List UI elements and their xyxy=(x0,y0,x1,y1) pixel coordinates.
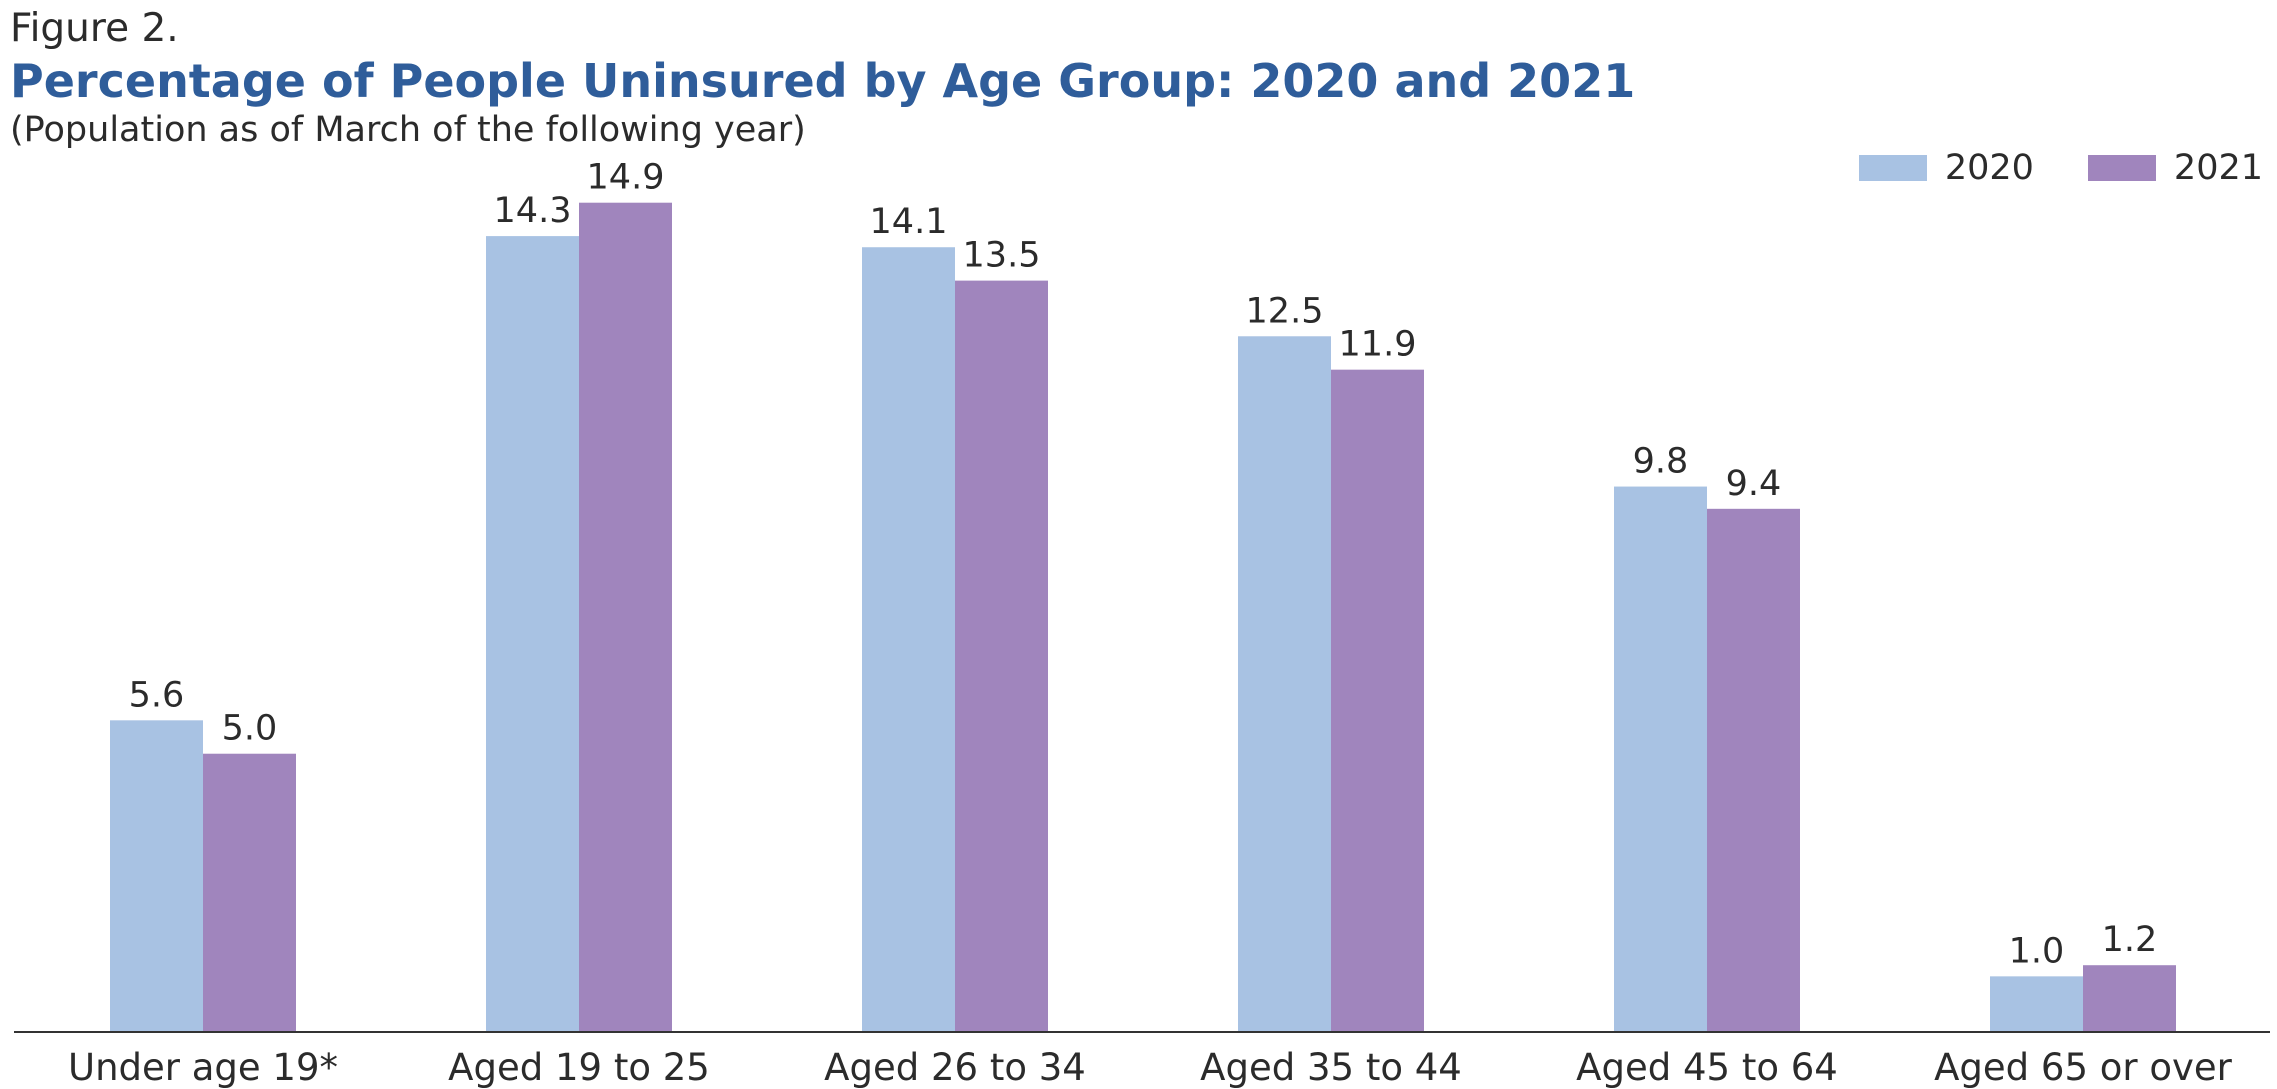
data-label-2021-5: 1.2 xyxy=(2102,920,2158,960)
data-label-2020-3: 12.5 xyxy=(1246,291,1324,331)
data-label-2020-2: 14.1 xyxy=(870,202,948,242)
data-label-2021-0: 5.0 xyxy=(222,709,278,749)
category-label-4: Aged 45 to 64 xyxy=(1576,1046,1838,1089)
chart-title: Percentage of People Uninsured by Age Gr… xyxy=(10,54,1636,108)
data-label-2020-1: 14.3 xyxy=(494,191,572,231)
category-label-5: Aged 65 or over xyxy=(1934,1046,2233,1089)
bar-2021-5 xyxy=(2083,965,2176,1032)
data-label-2021-4: 9.4 xyxy=(1726,464,1782,504)
data-label-2021-2: 13.5 xyxy=(963,236,1041,276)
chart-subtitle: (Population as of March of the following… xyxy=(10,110,806,150)
data-label-2020-4: 9.8 xyxy=(1633,442,1689,482)
legend-swatch-2020 xyxy=(1858,155,1927,181)
data-label-2021-1: 14.9 xyxy=(587,158,665,198)
bar-2021-3 xyxy=(1331,369,1424,1033)
bar-2020-0 xyxy=(110,720,203,1032)
legend-label-2020: 2020 xyxy=(1944,148,2034,188)
category-label-2: Aged 26 to 34 xyxy=(824,1046,1086,1089)
data-label-2021-3: 11.9 xyxy=(1339,325,1417,365)
data-label-2020-5: 1.0 xyxy=(2009,931,2065,971)
data-label-2020-0: 5.6 xyxy=(129,675,185,715)
bar-2021-1 xyxy=(579,202,672,1032)
bar-2020-3 xyxy=(1238,336,1331,1032)
category-label-0: Under age 19* xyxy=(68,1046,338,1089)
bar-2021-4 xyxy=(1707,508,1800,1032)
bar-2021-2 xyxy=(955,280,1048,1032)
legend-item-2021: 2021 xyxy=(2087,148,2263,188)
bar-2021-0 xyxy=(203,753,296,1032)
category-label-3: Aged 35 to 44 xyxy=(1200,1046,1462,1089)
chart-legend: 2020 2021 xyxy=(1805,148,2263,188)
figure-label: Figure 2. xyxy=(10,6,179,51)
bar-2020-4 xyxy=(1614,486,1707,1033)
bar-2020-5 xyxy=(1990,976,2083,1032)
bar-2020-1 xyxy=(486,236,579,1032)
bar-2020-2 xyxy=(862,247,955,1032)
legend-label-2021: 2021 xyxy=(2173,148,2263,188)
legend-item-2020: 2020 xyxy=(1858,148,2034,188)
legend-swatch-2021 xyxy=(2087,155,2156,181)
category-label-1: Aged 19 to 25 xyxy=(448,1046,710,1089)
